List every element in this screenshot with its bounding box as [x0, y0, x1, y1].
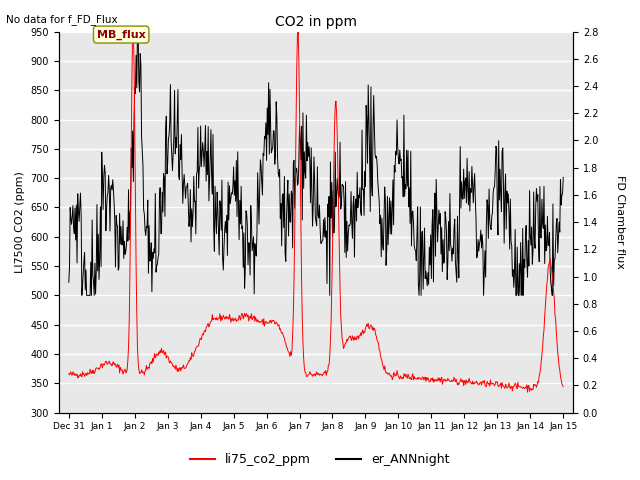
Text: No data for f_FD_Flux: No data for f_FD_Flux	[6, 14, 118, 25]
Y-axis label: LI7500 CO2 (ppm): LI7500 CO2 (ppm)	[15, 171, 25, 273]
Legend: li75_co2_ppm, er_ANNnight: li75_co2_ppm, er_ANNnight	[186, 448, 454, 471]
Title: CO2 in ppm: CO2 in ppm	[275, 15, 357, 29]
Y-axis label: FD Chamber flux: FD Chamber flux	[615, 175, 625, 269]
Text: MB_flux: MB_flux	[97, 29, 145, 40]
